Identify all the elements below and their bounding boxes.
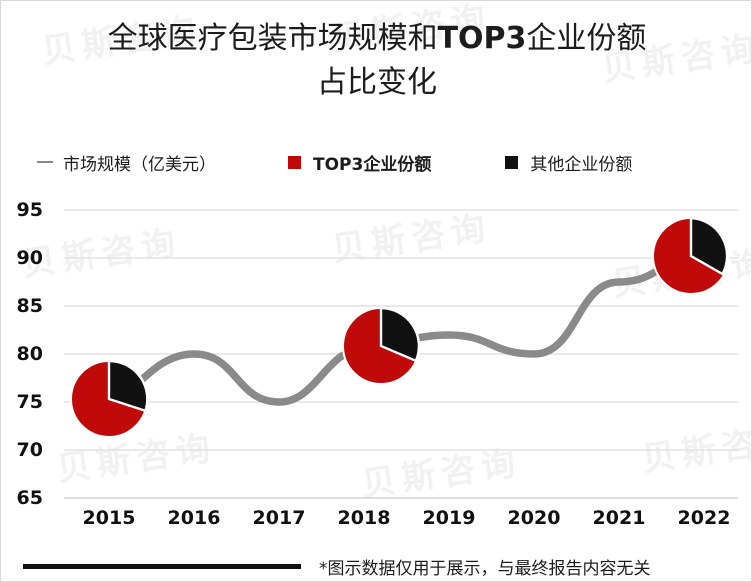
- y-axis-tick-75: 75: [16, 391, 43, 413]
- legend-item-other-share[interactable]: 其他企业份额: [505, 150, 632, 175]
- x-axis-tick-2017: 2017: [252, 507, 306, 529]
- pie-2015-slice-other: [107, 359, 149, 413]
- legend-item-top3-share[interactable]: TOP3企业份额: [288, 150, 431, 175]
- x-axis-tick-2022: 2022: [677, 507, 731, 529]
- chart-title-prefix: 全球医疗包装市场规模和: [107, 21, 438, 56]
- chart-title: 全球医疗包装市场规模和TOP3企业份额 占比变化: [1, 17, 751, 105]
- x-axis-tick-2015: 2015: [82, 507, 136, 529]
- chart-legend: 市场规模（亿美元） TOP3企业份额 其他企业份额: [1, 148, 751, 176]
- square-marker-icon-top3: [288, 155, 301, 169]
- x-axis-tick-2018: 2018: [337, 507, 391, 529]
- chart-footer: *图示数据仅用于展示，与最终报告内容无关: [1, 549, 751, 581]
- y-axis-tick-70: 70: [16, 439, 43, 461]
- pie-2022-slice-other: [689, 216, 729, 276]
- legend-label-market-size: 市场规模（亿美元）: [63, 154, 216, 175]
- chart-title-suffix: 企业份额: [526, 21, 647, 56]
- chart-title-top3: TOP3: [437, 21, 527, 56]
- pie-2018[interactable]: [342, 306, 421, 385]
- x-axis-tick-2016: 2016: [167, 507, 221, 529]
- x-axis-tick-2020: 2020: [507, 507, 561, 529]
- pie-2022[interactable]: [652, 216, 730, 295]
- legend-item-market-size[interactable]: 市场规模（亿美元）: [37, 150, 216, 175]
- y-axis-tick-65: 65: [16, 487, 43, 509]
- legend-label-top3-share: TOP3企业份额: [313, 154, 432, 175]
- footer-disclaimer: *图示数据仅用于展示，与最终报告内容无关: [319, 558, 651, 579]
- square-marker-icon-other: [505, 155, 519, 169]
- chart-title-line-1: 全球医疗包装市场规模和TOP3企业份额: [1, 17, 751, 61]
- line-marker-icon: [37, 161, 53, 163]
- x-axis-tick-2021: 2021: [592, 507, 646, 529]
- legend-label-other-share: 其他企业份额: [530, 154, 633, 175]
- chart-title-line-2: 占比变化: [317, 65, 437, 100]
- x-axis-tick-2019: 2019: [422, 507, 476, 529]
- footer-rule: [23, 563, 301, 569]
- pie-2018-slice-other: [379, 306, 421, 363]
- y-axis-tick-85: 85: [16, 295, 43, 317]
- y-axis-tick-90: 90: [16, 247, 43, 269]
- y-axis-tick-80: 80: [16, 343, 43, 365]
- pie-2015[interactable]: [70, 359, 149, 438]
- y-axis-tick-95: 95: [16, 199, 43, 221]
